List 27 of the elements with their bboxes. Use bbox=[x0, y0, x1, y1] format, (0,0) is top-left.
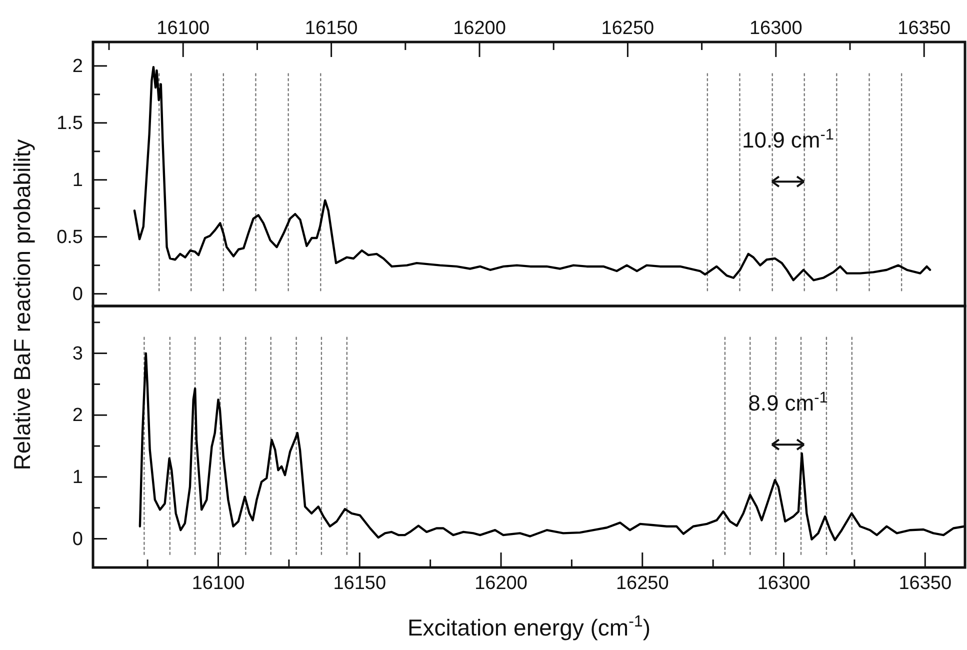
x-tick-label: 16250 bbox=[601, 18, 654, 39]
x-tick-label: 16200 bbox=[474, 572, 528, 594]
y-tick-label: 1 bbox=[72, 170, 83, 191]
x-tick-label: 16350 bbox=[898, 572, 952, 594]
x-axis-title: Excitation energy (cm$^{-1}$) bbox=[407, 612, 651, 640]
x-tick-label: 16100 bbox=[156, 18, 210, 39]
y-tick-label: 1 bbox=[72, 467, 83, 488]
x-tick-label: 16100 bbox=[192, 572, 245, 594]
y-tick-label: 1.5 bbox=[56, 112, 83, 134]
x-tick-label: 16300 bbox=[749, 18, 802, 39]
y-axis-title: Relative BaF reaction probability bbox=[9, 138, 35, 470]
annotation: 10.9 cm$^{-1}$ bbox=[742, 126, 834, 153]
y-tick-label: 2 bbox=[72, 405, 83, 426]
x-tick-label: 16200 bbox=[453, 18, 506, 39]
x-tick-label: 16350 bbox=[898, 18, 951, 39]
y-tick-label: 0.5 bbox=[56, 226, 83, 248]
y-tick-label: 3 bbox=[72, 343, 83, 364]
y-tick-label: 0 bbox=[72, 528, 83, 550]
annotation: 8.9 cm$^{-1}$ bbox=[748, 389, 828, 416]
line-series bbox=[138, 352, 966, 542]
y-tick-label: 0 bbox=[72, 284, 83, 305]
line-series bbox=[133, 66, 932, 282]
x-tick-label: 16150 bbox=[333, 572, 386, 594]
y-tick-label: 2 bbox=[72, 56, 83, 78]
x-tick-label: 16250 bbox=[616, 572, 669, 594]
x-tick-label: 16150 bbox=[304, 18, 358, 39]
x-tick-label: 16300 bbox=[757, 572, 810, 594]
